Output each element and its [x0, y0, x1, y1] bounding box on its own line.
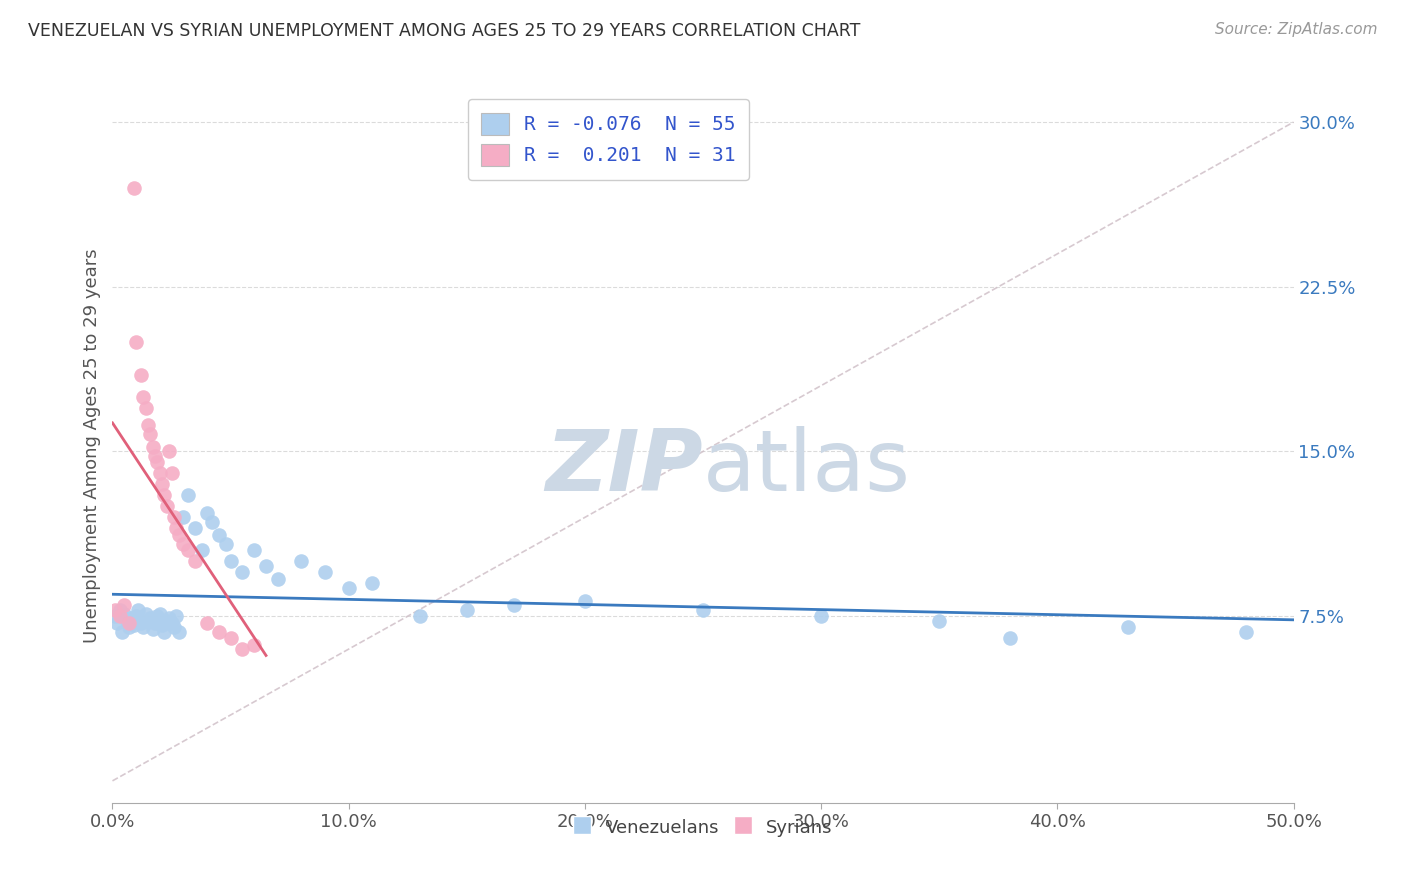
- Point: [201, 515, 224, 529]
- Point: [574, 594, 596, 608]
- Point: [112, 598, 135, 612]
- Point: [156, 500, 179, 514]
- Point: [191, 543, 214, 558]
- Text: Source: ZipAtlas.com: Source: ZipAtlas.com: [1215, 22, 1378, 37]
- Point: [118, 620, 141, 634]
- Point: [231, 642, 253, 657]
- Point: [129, 368, 152, 382]
- Legend: Venezuelans, Syrians: Venezuelans, Syrians: [567, 811, 839, 844]
- Text: VENEZUELAN VS SYRIAN UNEMPLOYMENT AMONG AGES 25 TO 29 YEARS CORRELATION CHART: VENEZUELAN VS SYRIAN UNEMPLOYMENT AMONG …: [28, 22, 860, 40]
- Point: [146, 455, 169, 469]
- Point: [195, 615, 218, 630]
- Point: [153, 624, 176, 639]
- Point: [136, 614, 159, 628]
- Point: [127, 602, 149, 616]
- Point: [254, 558, 277, 573]
- Point: [408, 609, 430, 624]
- Point: [135, 607, 157, 621]
- Point: [160, 467, 183, 481]
- Point: [125, 609, 148, 624]
- Point: [115, 614, 138, 628]
- Point: [503, 598, 526, 612]
- Point: [125, 334, 148, 349]
- Point: [172, 537, 194, 551]
- Point: [129, 615, 152, 630]
- Y-axis label: Unemployment Among Ages 25 to 29 years: Unemployment Among Ages 25 to 29 years: [83, 249, 101, 643]
- Point: [157, 444, 180, 458]
- Point: [160, 615, 183, 630]
- Point: [314, 566, 336, 580]
- Point: [108, 609, 131, 624]
- Point: [139, 611, 162, 625]
- Point: [231, 566, 253, 580]
- Point: [146, 609, 169, 624]
- Point: [153, 488, 176, 502]
- Point: [998, 631, 1021, 645]
- Point: [243, 543, 266, 558]
- Point: [361, 576, 384, 591]
- Point: [167, 528, 190, 542]
- Point: [118, 615, 141, 630]
- Point: [177, 488, 200, 502]
- Point: [142, 623, 165, 637]
- Point: [157, 611, 180, 625]
- Point: [112, 607, 135, 621]
- Point: [104, 602, 127, 616]
- Point: [104, 609, 127, 624]
- Point: [120, 611, 142, 625]
- Point: [143, 449, 166, 463]
- Point: [150, 477, 173, 491]
- Point: [108, 602, 131, 616]
- Point: [195, 506, 218, 520]
- Point: [149, 607, 172, 621]
- Point: [810, 609, 832, 624]
- Point: [337, 581, 360, 595]
- Point: [267, 572, 290, 586]
- Point: [150, 618, 173, 632]
- Point: [167, 624, 190, 639]
- Point: [208, 624, 231, 639]
- Point: [132, 390, 155, 404]
- Point: [163, 620, 186, 634]
- Text: atlas: atlas: [703, 425, 911, 509]
- Point: [219, 554, 242, 568]
- Point: [139, 426, 162, 441]
- Point: [132, 620, 155, 634]
- Text: ZIP: ZIP: [546, 425, 703, 509]
- Point: [142, 440, 165, 454]
- Point: [1116, 620, 1139, 634]
- Point: [111, 624, 134, 639]
- Point: [122, 181, 145, 195]
- Point: [1234, 624, 1257, 639]
- Point: [105, 615, 128, 630]
- Point: [456, 602, 478, 616]
- Point: [928, 614, 950, 628]
- Point: [692, 602, 714, 616]
- Point: [184, 554, 207, 568]
- Point: [149, 467, 172, 481]
- Point: [163, 510, 186, 524]
- Point: [177, 543, 200, 558]
- Point: [243, 638, 266, 652]
- Point: [172, 510, 194, 524]
- Point: [143, 615, 166, 630]
- Point: [156, 614, 179, 628]
- Point: [136, 418, 159, 433]
- Point: [208, 528, 231, 542]
- Point: [219, 631, 242, 645]
- Point: [165, 609, 187, 624]
- Point: [215, 537, 238, 551]
- Point: [165, 521, 187, 535]
- Point: [135, 401, 157, 415]
- Point: [122, 618, 145, 632]
- Point: [290, 554, 312, 568]
- Point: [184, 521, 207, 535]
